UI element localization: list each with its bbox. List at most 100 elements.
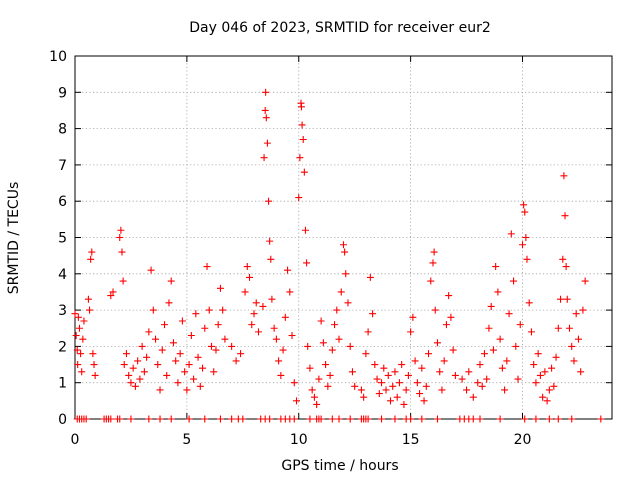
data-point [221,335,229,343]
data-point [216,284,224,292]
data-point [532,379,540,387]
y-tick-label: 6 [58,194,67,210]
data-point [71,310,79,318]
data-point [328,346,336,354]
data-point [78,368,86,376]
data-point [348,368,356,376]
data-point [331,321,339,329]
data-point [174,379,182,387]
data-point [306,364,314,372]
data-point [559,255,567,263]
data-point [75,324,83,332]
data-point [167,277,175,285]
data-point [192,310,200,318]
data-point [232,357,240,365]
x-tick-label: 15 [402,432,420,448]
data-point [563,295,571,303]
data-point [557,295,565,303]
data-point [512,342,520,350]
data-point [554,324,562,332]
data-point [107,292,115,300]
data-point [149,306,157,314]
data-point [378,379,386,387]
y-tick-label: 7 [58,158,67,174]
data-point [411,357,419,365]
data-point [527,328,535,336]
data-point [317,317,325,325]
data-point [89,350,97,358]
y-tick-label: 5 [58,231,67,247]
y-tick-label: 0 [58,412,67,428]
data-point [469,415,477,423]
data-point [201,324,209,332]
data-point [438,386,446,394]
data-point [429,259,437,267]
data-point [568,415,576,423]
data-point [560,172,568,180]
data-point [335,415,343,423]
data-point [254,328,262,336]
data-point [335,335,343,343]
grid [75,56,612,419]
data-point [337,288,345,296]
data-point [120,361,128,369]
data-point [288,332,296,340]
data-point [463,386,471,394]
data-point [290,415,298,423]
data-point [117,226,125,234]
data-point [303,259,311,267]
data-point [341,248,349,256]
data-point [136,375,144,383]
data-point [422,382,430,390]
data-point [520,201,528,209]
data-point [207,342,215,350]
data-point [364,328,372,336]
data-point [158,346,166,354]
data-point [228,342,236,350]
data-point [496,335,504,343]
data-point [260,154,268,162]
data-point [246,273,254,281]
data-point [119,277,127,285]
data-point [266,415,274,423]
data-point [72,332,80,340]
y-tick-label: 1 [58,376,67,392]
data-point [308,386,316,394]
data-point [492,263,500,271]
data-point [214,321,222,329]
y-tick-label: 4 [58,267,67,283]
data-point [261,106,269,114]
data-point [319,339,327,347]
data-point [152,335,160,343]
data-point [134,357,142,365]
data-point [522,234,530,241]
data-point [532,415,540,423]
data-point [371,361,379,369]
data-point [265,197,273,205]
data-point [185,415,193,423]
data-point [315,375,323,383]
data-point [125,371,133,379]
data-point [476,361,484,369]
data-point [530,361,538,369]
data-point [431,306,439,314]
data-point [364,415,372,423]
data-point [118,248,126,256]
data-point [293,397,301,405]
data-point [82,415,90,423]
data-point [263,139,271,147]
data-point [400,400,408,408]
data-point [501,386,509,394]
data-point [250,310,258,318]
data-point [91,371,99,379]
axis-ticks: 0 1 2 3 4 5 6 7 8 9 10 0 5 10 15 20 [49,49,612,448]
data-point [543,397,551,405]
data-point [373,375,381,383]
data-point [550,382,558,390]
data-point [420,397,428,405]
data-point [275,357,283,365]
data-point [469,393,477,401]
data-point [380,364,388,372]
data-point [313,400,321,408]
